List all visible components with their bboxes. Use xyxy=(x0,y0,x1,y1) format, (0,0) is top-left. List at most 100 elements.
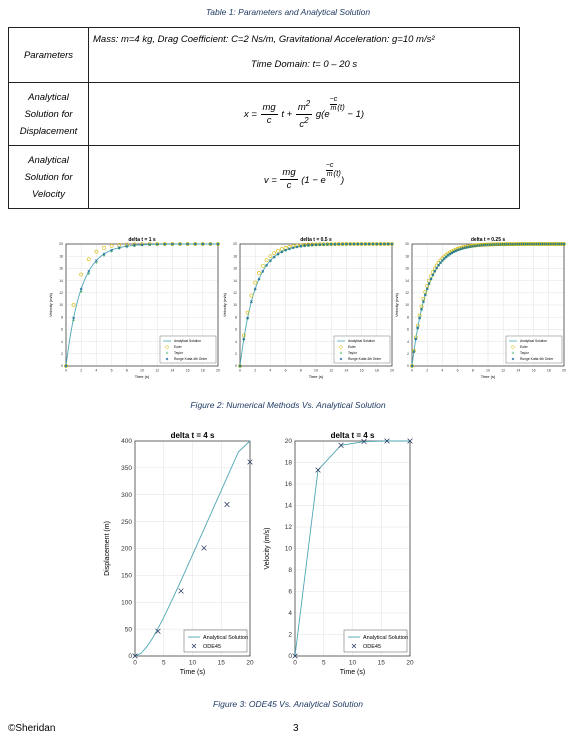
table-caption: Table 1: Parameters and Analytical Solut… xyxy=(205,7,371,17)
euler-point xyxy=(276,248,280,253)
data-point-x xyxy=(87,269,91,273)
euler-point xyxy=(241,333,246,338)
legend-label: Runge Kutta 4th Order xyxy=(348,357,382,361)
x-tick-label: 6 xyxy=(111,369,113,373)
data-point-x xyxy=(562,242,566,246)
y-tick-label: 12 xyxy=(59,291,63,295)
parameters-line-1: Mass: m=4 kg, Drag Coefficient: C=2 Ns/m… xyxy=(93,34,435,45)
euler-point xyxy=(245,310,250,315)
figure2-caption: Figure 2: Numerical Methods Vs. Analytic… xyxy=(190,400,386,410)
euler-point xyxy=(238,364,242,368)
data-point-x xyxy=(371,242,375,246)
y-tick-label: 12 xyxy=(405,291,409,295)
legend-box xyxy=(159,335,217,364)
euler-point xyxy=(340,242,345,246)
y-tick-label: 10 xyxy=(233,303,237,307)
data-point-x xyxy=(310,243,314,247)
legend-marker xyxy=(339,345,343,349)
legend-box xyxy=(333,335,391,364)
y-tick-label: 300 xyxy=(121,492,132,499)
euler-point xyxy=(264,258,269,263)
x-tick-label: 6 xyxy=(457,369,459,373)
analytical-line xyxy=(294,440,410,657)
data-point-x xyxy=(186,242,189,246)
euler-point xyxy=(355,242,360,246)
data-point-x xyxy=(246,316,249,320)
y-tick-label: 16 xyxy=(59,267,63,271)
x-tick-label: 4 xyxy=(441,369,443,373)
data-point-x xyxy=(465,245,469,249)
figure3-caption: Figure 3: ODE45 Vs. Analytical Solution xyxy=(213,699,363,709)
x-tick-label: 20 xyxy=(216,369,220,373)
data-point-x xyxy=(216,242,220,246)
data-point-x xyxy=(280,250,284,254)
legend-label: Taylor xyxy=(348,351,358,355)
legend-box xyxy=(343,629,408,653)
y-tick-label: 50 xyxy=(125,626,133,633)
euler-point xyxy=(64,364,68,368)
legend-label: ODE45 xyxy=(203,644,221,650)
x-tick-label: 16 xyxy=(360,369,364,373)
y-tick-label: 18 xyxy=(405,254,409,258)
x-axis-label: Time (s) xyxy=(340,669,365,676)
data-point-x xyxy=(291,246,295,250)
x-tick-label: 5 xyxy=(162,660,166,667)
x-tick-label: 14 xyxy=(516,369,520,373)
data-point-x xyxy=(429,277,433,281)
velocity-equation: v = mg c (1 − e −c m (t)) xyxy=(88,145,520,209)
taylor-point xyxy=(102,254,106,257)
data-point-x xyxy=(427,282,431,285)
euler-point xyxy=(367,242,372,246)
chart-title: delta t = 1 s xyxy=(128,237,156,243)
x-tick-label: 15 xyxy=(378,660,386,667)
y-tick-label: 0 xyxy=(235,364,237,368)
y-tick-label: 14 xyxy=(405,279,409,283)
chart-title: delta t = 4 s xyxy=(331,431,375,440)
euler-point xyxy=(348,242,353,246)
data-point-x xyxy=(209,242,212,246)
y-tick-label: 4 xyxy=(235,340,237,344)
data-point-x xyxy=(102,252,106,256)
data-point-x xyxy=(410,364,414,368)
y-tick-label: 14 xyxy=(285,503,293,510)
data-point-x xyxy=(423,293,427,297)
x-tick-label: 16 xyxy=(186,369,190,373)
data-point-x xyxy=(361,438,367,445)
x-tick-label: 0 xyxy=(239,369,241,373)
taylor-point xyxy=(79,290,83,293)
euler-point xyxy=(421,296,426,301)
data-point-x xyxy=(418,316,421,320)
data-point-x xyxy=(416,326,420,330)
y-tick-label: 2 xyxy=(235,352,237,356)
y-tick-label: 350 xyxy=(121,465,132,472)
data-point-x xyxy=(431,273,435,277)
y-tick-label: 6 xyxy=(61,328,63,332)
data-point-x xyxy=(448,252,452,256)
y-tick-label: 150 xyxy=(121,573,132,580)
data-point-x xyxy=(224,501,230,508)
legend-label: Taylor xyxy=(174,351,184,355)
euler-point xyxy=(216,242,220,246)
data-point-x xyxy=(348,242,352,246)
x-tick-label: 8 xyxy=(126,369,128,373)
data-point-x xyxy=(79,287,83,291)
data-point-x xyxy=(117,246,121,250)
legend-label: Euler xyxy=(520,345,529,349)
x-tick-label: 18 xyxy=(547,369,551,373)
data-point-x xyxy=(314,243,318,247)
data-point-x xyxy=(163,242,167,246)
x-axis-label: Time (s) xyxy=(309,374,324,379)
euler-point xyxy=(359,242,364,246)
data-point-x xyxy=(191,643,197,649)
euler-point xyxy=(374,242,379,246)
y-tick-label: 0 xyxy=(288,653,292,660)
y-tick-label: 8 xyxy=(235,315,237,319)
y-tick-label: 2 xyxy=(61,352,63,356)
y-tick-label: 8 xyxy=(288,567,292,574)
data-point-x xyxy=(307,244,310,247)
euler-point xyxy=(109,244,114,248)
x-tick-label: 14 xyxy=(344,369,348,373)
data-point-x xyxy=(322,243,325,246)
euler-point xyxy=(390,242,394,246)
euler-point xyxy=(257,271,261,275)
